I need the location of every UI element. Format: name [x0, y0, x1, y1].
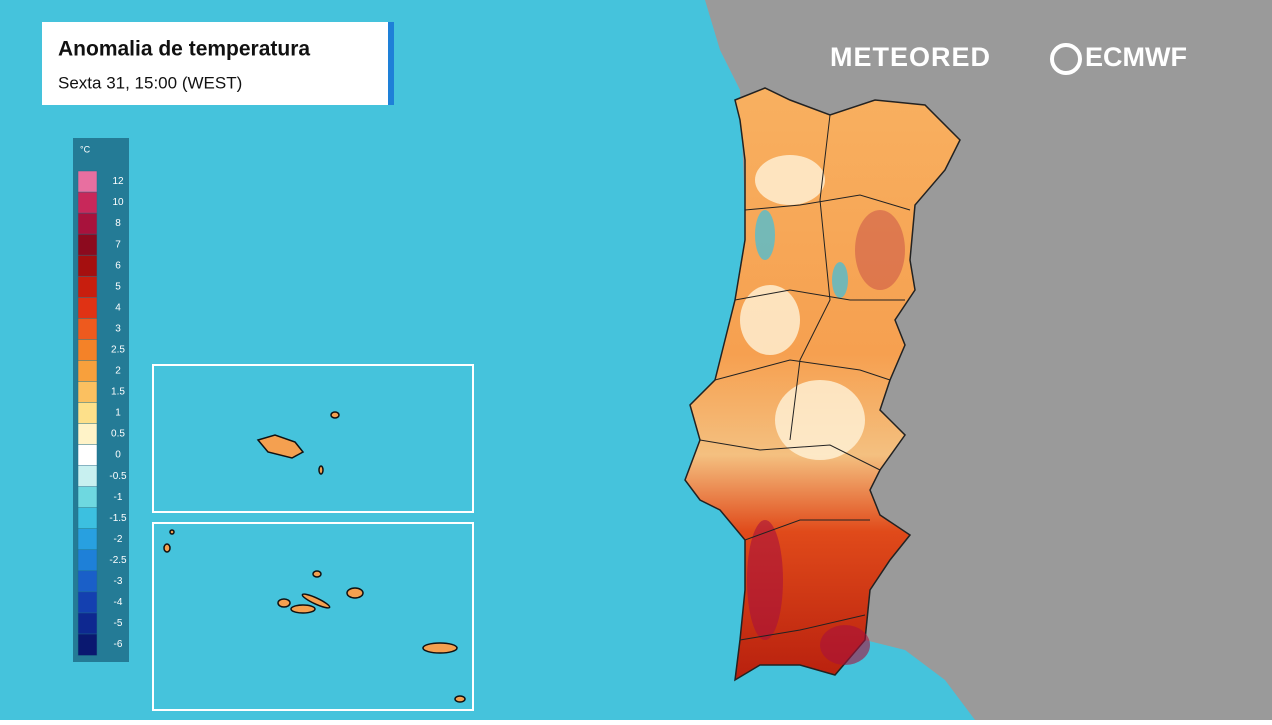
- brand: METEORED: [830, 42, 991, 72]
- legend-swatch: [77, 233, 98, 256]
- hot-patches: [747, 210, 905, 665]
- legend-swatch: [77, 275, 98, 299]
- legend-label: -4: [114, 597, 123, 608]
- legend-label: 4: [115, 302, 121, 313]
- brand: ECMWF: [1085, 42, 1187, 72]
- legend-label: 2: [115, 366, 121, 377]
- legend-swatch: [77, 549, 98, 572]
- legend-swatch: [77, 507, 98, 530]
- legend-label: 1.5: [111, 387, 125, 398]
- legend-swatch: [77, 591, 98, 614]
- legend-label: 5: [115, 281, 121, 292]
- legend-swatch: [77, 318, 98, 341]
- legend-label: 2.5: [111, 345, 125, 356]
- legend-label: -6: [114, 639, 123, 650]
- legend-swatch: [77, 170, 98, 193]
- legend-swatch: [77, 570, 98, 593]
- legend-swatch: [77, 339, 98, 362]
- legend-label: -2.5: [109, 555, 127, 566]
- negative-patches: [755, 210, 848, 298]
- legend-swatch: [77, 528, 98, 551]
- legend-swatch: [77, 423, 98, 446]
- legend-swatch: [77, 633, 98, 656]
- legend-swatch: [77, 444, 98, 467]
- legend-label: -1: [114, 492, 123, 503]
- islands: [163, 411, 466, 703]
- legend-label: 3: [115, 323, 121, 334]
- legend-label: -3: [114, 576, 123, 587]
- legend-swatch: [77, 402, 98, 425]
- district-borders: [699, 114, 911, 641]
- legend-label: -5: [114, 618, 123, 629]
- legend-swatch: [77, 297, 98, 320]
- legend-swatch: [77, 191, 98, 214]
- madeira-inset: [152, 364, 474, 513]
- legend-label: 10: [112, 197, 124, 208]
- legend-swatch: [77, 254, 98, 277]
- title-accent: [388, 22, 394, 105]
- legend-swatch: [77, 612, 98, 635]
- legend-label: 8: [115, 218, 121, 229]
- legend-unit: °C: [80, 144, 91, 154]
- legend-label: -0.5: [109, 471, 127, 482]
- legend-label: -1.5: [109, 513, 127, 524]
- legend-label: 0.5: [111, 429, 125, 440]
- brand-logo: [1050, 43, 1082, 75]
- legend-swatch: [77, 486, 98, 509]
- cool-patches: [740, 155, 865, 460]
- legend-label: -2: [114, 534, 123, 545]
- azores-inset: [152, 522, 474, 711]
- legend-label: 12: [112, 176, 124, 187]
- title: Anomalia de temperatura: [58, 38, 310, 61]
- legend-swatch: [77, 360, 98, 383]
- legend-label: 7: [115, 239, 121, 250]
- subtitle: Sexta 31, 15:00 (WEST): [58, 73, 242, 92]
- legend-swatch: [77, 381, 98, 404]
- legend-swatch: [77, 465, 98, 488]
- legend-label: 0: [115, 450, 121, 461]
- title-box: [42, 22, 392, 105]
- legend: 12 10 8 7 6 5 4 3 2.5 2 1.5 1 0.5 0 -0.5 -1 -1.5 -2 -2.5 -3…: [77, 170, 127, 656]
- legend-swatch: [77, 212, 98, 235]
- legend-label: 6: [115, 260, 121, 271]
- legend-label: 1: [115, 408, 121, 419]
